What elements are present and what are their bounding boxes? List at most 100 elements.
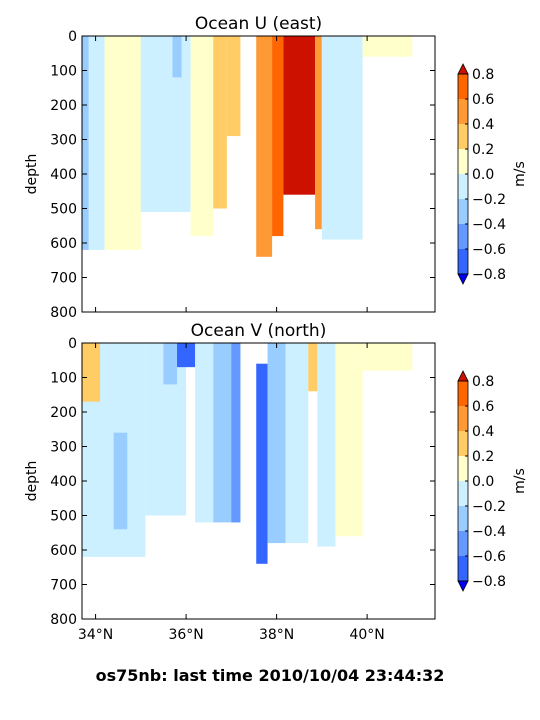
colorbar-tick-label: −0.6 [472, 549, 506, 565]
contour-region [140, 36, 191, 212]
colorbar-segment [458, 431, 468, 457]
contour-region [82, 343, 101, 402]
contour-region [272, 36, 284, 237]
colorbar-segment [458, 406, 468, 432]
contour-region [177, 343, 196, 368]
colorbar-tick-label: −0.6 [472, 242, 506, 258]
colorbar-tick-label: 0.6 [472, 92, 494, 108]
y-tick-label: 400 [50, 167, 77, 183]
colorbar-tick-label: −0.2 [472, 192, 506, 208]
colorbar-segment [458, 531, 468, 557]
x-tick-label: 34°N [78, 627, 113, 643]
contour-region [315, 36, 322, 230]
contour-region [231, 343, 241, 523]
footer-title: os75nb: last time 2010/10/04 23:44:32 [95, 666, 445, 685]
y-tick-label: 300 [50, 440, 77, 456]
contour-region [163, 343, 178, 385]
colorbar-tick-label: 0.4 [472, 117, 494, 133]
y-tick-label: 0 [68, 29, 77, 45]
colorbar-tick-label: −0.2 [472, 499, 506, 515]
colorbar-extend-top [457, 370, 469, 382]
colorbar-segment [458, 224, 468, 250]
colorbar-segment [458, 99, 468, 125]
contour-region [335, 343, 363, 537]
colorbar-segment [458, 124, 468, 150]
x-tick-label: 36°N [168, 627, 203, 643]
colorbar-extend-bottom [457, 273, 469, 285]
y-tick-label: 600 [50, 236, 77, 252]
contour-region [113, 432, 128, 530]
colorbar-label: m/s [512, 161, 528, 187]
contour-region [82, 36, 89, 250]
chart-title: Ocean U (east) [195, 14, 322, 34]
colorbar-segment [458, 381, 468, 407]
contour-region [172, 36, 182, 78]
contour-region [256, 36, 273, 257]
colorbar-tick-label: −0.4 [472, 524, 506, 540]
colorbar-tick-label: 0.0 [472, 474, 494, 490]
contour-fill-group [82, 36, 413, 257]
y-tick-label: 700 [50, 271, 77, 287]
contour-region [190, 36, 214, 237]
colorbar-tick-label: 0.6 [472, 399, 494, 415]
colorbar-tick-label: 0.2 [472, 449, 494, 465]
contour-region [213, 36, 227, 209]
contour-region [308, 343, 318, 392]
colorbar-extend-bottom [457, 580, 469, 592]
colorbar-tick-label: 0.8 [472, 374, 494, 390]
colorbar-tick-label: 0.4 [472, 424, 494, 440]
colorbar-segment [458, 174, 468, 200]
colorbar-tick-label: −0.8 [472, 267, 506, 283]
colorbar-extend-top [457, 63, 469, 75]
y-tick-label: 300 [50, 133, 77, 149]
contour-region [362, 343, 413, 371]
y-tick-label: 500 [50, 202, 77, 218]
y-tick-label: 0 [68, 336, 77, 352]
y-axis-label: depth [24, 154, 40, 195]
y-tick-label: 200 [50, 405, 77, 421]
contour-region [283, 36, 316, 195]
y-tick-label: 500 [50, 509, 77, 525]
y-tick-label: 600 [50, 543, 77, 559]
colorbar-tick-label: 0.8 [472, 67, 494, 83]
colorbar-tick-label: −0.4 [472, 217, 506, 233]
y-tick-label: 800 [50, 305, 77, 321]
contour-region [321, 36, 363, 240]
contour-region [88, 36, 105, 250]
colorbar-tick-label: −0.8 [472, 574, 506, 590]
y-tick-label: 100 [50, 371, 77, 387]
contour-region [317, 343, 336, 547]
colorbar-segment [458, 149, 468, 175]
contour-fill-group [82, 343, 413, 564]
colorbar-tick-label: 0.0 [472, 167, 494, 183]
chart-panel-1: 0 100 200 300 400 500 600 700 800 Ocean U (east) d… [24, 14, 528, 321]
colorbar-segment [458, 456, 468, 482]
colorbar: 0.8 0.6 0.4 0.2 0.0 −0.2 −0.4 −0.6 −0.8 m/s [457, 63, 528, 285]
y-tick-label: 800 [50, 612, 77, 628]
y-axis-label: depth [24, 461, 40, 502]
y-tick-label: 200 [50, 98, 77, 114]
colorbar-segment [458, 506, 468, 532]
contour-region [362, 36, 413, 57]
contour-region [195, 343, 214, 523]
colorbar-segment [458, 74, 468, 100]
y-tick-label: 100 [50, 64, 77, 80]
contour-region [285, 343, 309, 544]
contour-region [267, 343, 286, 544]
colorbar-segment [458, 199, 468, 225]
colorbar-segment [458, 556, 468, 582]
colorbar-label: m/s [512, 468, 528, 494]
contour-region [104, 36, 141, 250]
y-tick-label: 700 [50, 578, 77, 594]
y-tick-label: 400 [50, 474, 77, 490]
colorbar-segment [458, 481, 468, 507]
colorbar-segment [458, 249, 468, 275]
colorbar-tick-label: 0.2 [472, 142, 494, 158]
contour-region [256, 363, 268, 564]
colorbar: 0.8 0.6 0.4 0.2 0.0 −0.2 −0.4 −0.6 −0.8 m/s [457, 370, 528, 592]
x-tick-label: 38°N [259, 627, 294, 643]
contour-region [226, 36, 241, 137]
chart-title: Ocean V (north) [191, 321, 327, 341]
